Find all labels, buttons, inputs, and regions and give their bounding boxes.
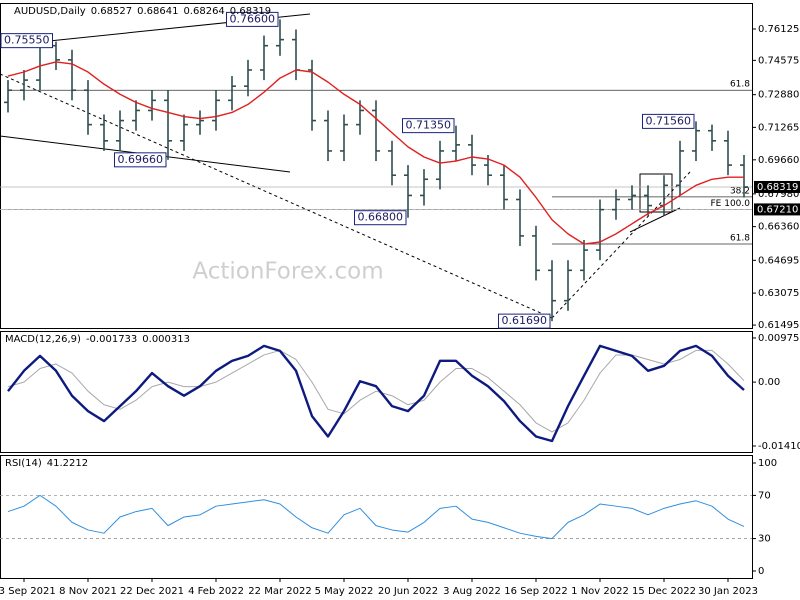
price-tag bbox=[754, 180, 800, 193]
y-tick-label: 0.72880 bbox=[758, 90, 799, 101]
price-annotation: 0.76600 bbox=[230, 12, 276, 25]
panel-readout: MACD(12,26,9) bbox=[5, 334, 81, 345]
price-annotation-box bbox=[226, 11, 279, 27]
price-annotation-box bbox=[0, 33, 53, 49]
panel-readout: 0.68319 bbox=[230, 6, 271, 17]
price-annotation-box bbox=[498, 313, 551, 329]
rsi-line bbox=[7, 494, 745, 540]
price-tag-label: 0.67210 bbox=[757, 204, 798, 215]
price-tag bbox=[754, 203, 800, 216]
x-tick-label: 4 Feb 2022 bbox=[188, 586, 244, 597]
y-tick-label: 0.66360 bbox=[758, 222, 799, 233]
price-annotation: 0.71350 bbox=[406, 119, 452, 132]
y-tick-label: 0.61495 bbox=[758, 320, 799, 331]
price-annotation-box bbox=[642, 113, 695, 129]
price-tag-label: 0.68319 bbox=[757, 182, 798, 193]
panel-readout: 0.68527 bbox=[91, 6, 132, 17]
fib-level-label: 61.8 bbox=[730, 80, 750, 90]
panel-readout: 0.68641 bbox=[137, 6, 178, 17]
fib-level-label: 61.8 bbox=[730, 234, 750, 244]
x-tick-label: 3 Aug 2022 bbox=[443, 586, 501, 597]
y-tick-label: 30 bbox=[758, 534, 771, 545]
watermark: ActionForex.com bbox=[192, 259, 383, 285]
x-tick-label: 20 Jun 2022 bbox=[378, 586, 438, 597]
x-tick-label: 22 Dec 2021 bbox=[120, 586, 184, 597]
y-tick-label: 0.76125 bbox=[758, 24, 799, 35]
panel-readout: RSI(14) bbox=[5, 458, 42, 469]
panel-readout: 41.2212 bbox=[47, 458, 88, 469]
y-tick-label: 0.71265 bbox=[758, 122, 799, 133]
y-tick-label: 100 bbox=[758, 458, 777, 469]
x-tick-label: 23 Sep 2021 bbox=[0, 586, 56, 597]
price-annotation-box bbox=[354, 210, 407, 226]
x-tick-label: 15 Dec 2022 bbox=[632, 586, 696, 597]
signal-line bbox=[7, 349, 745, 433]
panel-readout: 0.000313 bbox=[142, 334, 190, 345]
price-annotation: 0.75550 bbox=[4, 34, 50, 47]
price-annotation: 0.69660 bbox=[118, 153, 164, 166]
x-tick-label: 8 Nov 2021 bbox=[59, 586, 117, 597]
y-tick-label: 70 bbox=[758, 490, 771, 501]
price-annotation: 0.71560 bbox=[646, 114, 692, 127]
price-annotation: 0.66800 bbox=[358, 211, 404, 224]
macd-line bbox=[7, 344, 745, 443]
macd-panel-frame bbox=[0, 331, 753, 453]
y-tick-label: 0.74575 bbox=[758, 55, 799, 66]
y-tick-label: 0 bbox=[758, 566, 764, 577]
y-tick-label: 0.69660 bbox=[758, 155, 799, 166]
y-tick-label: 0.64695 bbox=[758, 255, 799, 266]
y-tick-label: -0.014107 bbox=[758, 441, 800, 452]
x-tick-label: 5 May 2022 bbox=[315, 586, 374, 597]
price-annotation: 0.61690 bbox=[502, 314, 548, 327]
y-tick-label: 0.63075 bbox=[758, 288, 799, 299]
trendline bbox=[0, 73, 553, 319]
x-tick-label: 1 Nov 2022 bbox=[571, 586, 629, 597]
price-annotation-box bbox=[114, 152, 167, 168]
panel-readout: AUDUSD,Daily bbox=[14, 6, 86, 17]
pattern-box bbox=[639, 173, 673, 213]
fib-level-label: FE 100.0 bbox=[711, 199, 751, 209]
y-tick-label: 0.00 bbox=[758, 377, 780, 388]
rsi-panel-frame bbox=[0, 455, 753, 579]
y-tick-label: 0.67980 bbox=[758, 189, 799, 200]
panel-readout: -0.001733 bbox=[86, 334, 137, 345]
moving-average bbox=[7, 61, 744, 245]
y-tick-label: 0.009751 bbox=[758, 333, 800, 344]
x-tick-label: 16 Sep 2022 bbox=[504, 586, 567, 597]
fib-level-label: 38.2 bbox=[730, 186, 750, 196]
x-tick-label: 22 Mar 2022 bbox=[248, 586, 311, 597]
x-tick-label: 30 Jan 2023 bbox=[698, 586, 758, 597]
panel-readout: 0.68264 bbox=[183, 6, 224, 17]
price-annotation-box bbox=[402, 118, 455, 134]
price-panel-frame bbox=[0, 3, 753, 329]
